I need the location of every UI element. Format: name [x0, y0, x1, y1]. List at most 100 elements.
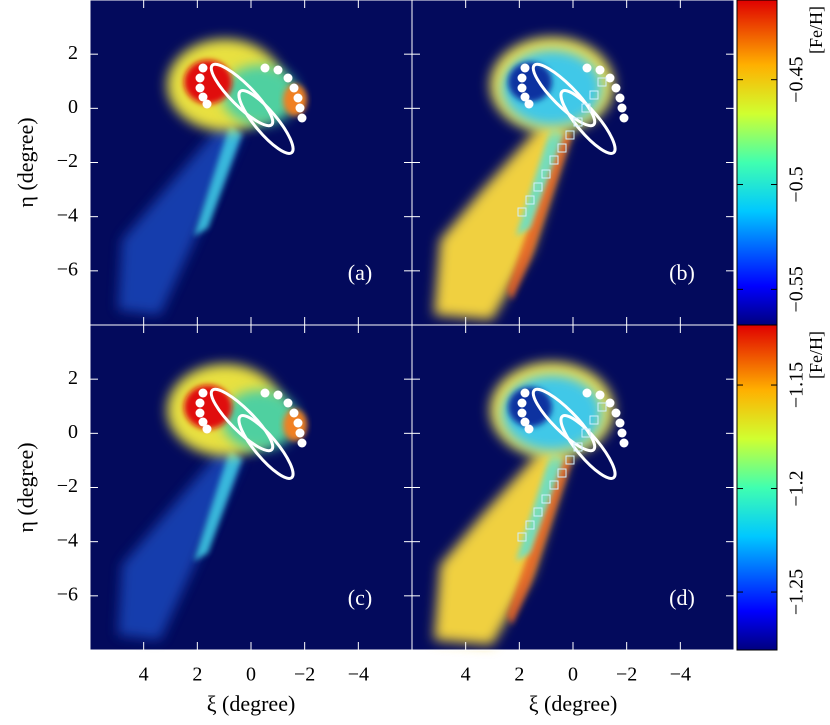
field-marker	[611, 408, 621, 418]
field-marker	[617, 428, 627, 438]
field-marker	[297, 438, 307, 448]
field-marker	[595, 390, 605, 400]
field-square	[549, 480, 559, 490]
stream	[118, 445, 242, 640]
stream	[434, 443, 570, 645]
field-marker	[517, 408, 527, 418]
contour-ellipse	[559, 414, 617, 480]
x-tick-label: 0	[246, 664, 256, 686]
field-marker	[520, 388, 530, 398]
contour-ellipse	[209, 62, 275, 128]
density-map	[434, 362, 629, 645]
field-marker	[295, 428, 305, 438]
field-marker	[260, 388, 270, 398]
field-square	[573, 442, 583, 452]
field-square	[557, 143, 567, 153]
field-square	[597, 402, 607, 412]
x-tick-label: −2	[294, 664, 315, 686]
field-marker	[520, 417, 530, 427]
y-tick-label: 0	[68, 421, 78, 443]
stream-core	[194, 449, 242, 561]
x-tick-label: −2	[616, 664, 637, 686]
contour-ellipse	[531, 387, 597, 453]
field-marker	[202, 424, 212, 434]
panel-label: (b)	[669, 260, 695, 285]
field-marker	[517, 73, 527, 83]
x-tick-label: 0	[568, 664, 578, 686]
field-square	[557, 468, 567, 478]
field-square	[533, 507, 543, 517]
stream-edge	[507, 455, 572, 625]
fan-core	[508, 62, 552, 102]
field-marker	[283, 73, 293, 83]
colorbar-tick-label: −1.25	[786, 569, 808, 615]
stream	[118, 120, 242, 315]
field-marker	[195, 83, 205, 93]
stream	[434, 118, 570, 320]
field-marker	[289, 408, 299, 418]
field-square	[533, 182, 543, 192]
field-marker	[611, 83, 621, 93]
field-marker	[619, 113, 629, 123]
y-tick-label: −2	[57, 475, 78, 497]
contour-ellipse	[237, 89, 295, 155]
field-marker	[524, 99, 534, 109]
x-tick-label: 2	[514, 664, 524, 686]
x-tick-label: −4	[348, 664, 369, 686]
panel-label: (d)	[669, 585, 695, 610]
stream-core	[516, 449, 564, 561]
field-marker	[617, 103, 627, 113]
stream-edge	[507, 130, 572, 300]
field-square	[525, 520, 535, 530]
field-square	[517, 532, 527, 542]
contour-ellipse	[531, 62, 597, 128]
field-square	[565, 130, 575, 140]
fan-core	[184, 60, 232, 104]
field-square	[565, 455, 575, 465]
field-marker	[195, 398, 205, 408]
field-marker	[195, 408, 205, 418]
field-marker	[520, 92, 530, 102]
field-square	[589, 90, 599, 100]
field-marker	[293, 93, 303, 103]
y-tick-label: 0	[68, 96, 78, 118]
field-marker	[293, 418, 303, 428]
density-map	[118, 364, 307, 640]
fan-core	[184, 385, 232, 429]
y-axis-label: η (degree)	[13, 442, 38, 532]
fan-core	[508, 387, 552, 427]
field-square	[541, 169, 551, 179]
field-marker	[273, 65, 283, 75]
x-tick-label: 4	[139, 664, 149, 686]
colorbar-label: [Fe/H]	[806, 6, 826, 54]
density-map	[434, 37, 629, 320]
y-tick-label: 2	[68, 367, 78, 389]
field-marker	[297, 113, 307, 123]
field-marker	[198, 92, 208, 102]
field-marker	[615, 93, 625, 103]
x-tick-label: 4	[461, 664, 471, 686]
contour-ellipse	[559, 89, 617, 155]
colorbar-tick-label: −0.5	[786, 166, 808, 202]
panel-label: (c)	[348, 585, 372, 610]
field-marker	[289, 83, 299, 93]
field-marker	[517, 83, 527, 93]
field-square	[573, 117, 583, 127]
field-marker	[260, 63, 270, 73]
field-square	[581, 428, 591, 438]
y-tick-label: −2	[57, 150, 78, 172]
field-marker	[202, 99, 212, 109]
colorbar	[736, 324, 778, 651]
field-marker	[615, 418, 625, 428]
stream-core	[194, 124, 242, 236]
field-marker	[524, 424, 534, 434]
field-square	[589, 415, 599, 425]
field-marker	[605, 73, 615, 83]
field-marker	[198, 417, 208, 427]
colorbar-tick-label: −1.15	[786, 362, 808, 408]
field-square	[549, 155, 559, 165]
colorbar-tick-label: −1.2	[786, 470, 808, 506]
contour-ellipse	[209, 387, 275, 453]
colorbar	[736, 0, 778, 326]
